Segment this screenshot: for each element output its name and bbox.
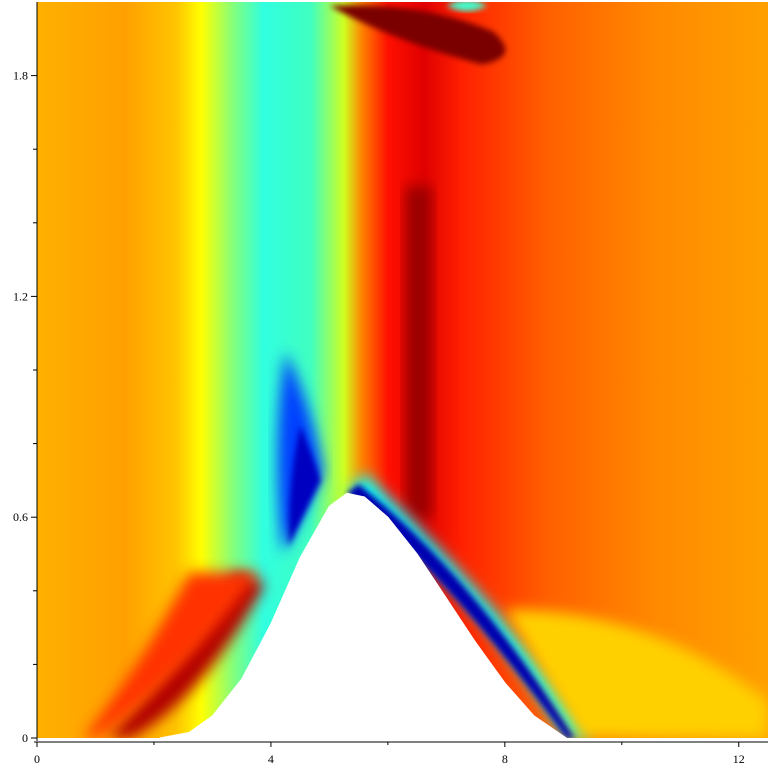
x-tick-label: 8 bbox=[502, 752, 508, 766]
y-tick-label: 0 bbox=[22, 731, 28, 745]
obstacle-bump bbox=[159, 492, 568, 738]
field-feature bbox=[405, 186, 432, 520]
x-tick-label: 0 bbox=[34, 752, 40, 766]
field-feature bbox=[329, 5, 506, 65]
field-feature bbox=[288, 425, 321, 547]
y-tick-label: 0.6 bbox=[13, 510, 28, 524]
field-feature bbox=[83, 572, 260, 738]
y-tick-label: 1.2 bbox=[13, 289, 28, 303]
field-feature bbox=[446, 2, 488, 12]
y-tick-label: 1.8 bbox=[13, 69, 28, 83]
x-tick-label: 12 bbox=[733, 752, 745, 766]
x-tick-label: 4 bbox=[268, 752, 274, 766]
field-feature bbox=[504, 609, 768, 738]
flow-field bbox=[37, 2, 768, 738]
axes: 0 4 8 12 0 0.6 1.2 1.8 bbox=[13, 2, 768, 766]
